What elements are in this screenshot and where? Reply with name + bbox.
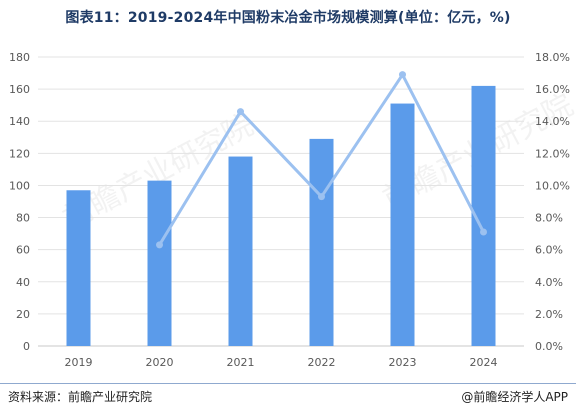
- point-2023: [399, 71, 406, 79]
- point-2021: [237, 108, 244, 116]
- y-left-tick-label: 120: [9, 147, 30, 160]
- y-axis-right: 0.0% 2.0% 4.0% 6.0% 8.0% 10.0% 12.0% 14.0% 16.0%…: [535, 51, 570, 353]
- y-right-tick-label: 4.0%: [535, 276, 563, 289]
- y-left-tick-label: 0: [23, 340, 30, 353]
- y-right-tick-label: 10.0%: [535, 179, 570, 192]
- y-right-tick-label: 18.0%: [535, 51, 570, 64]
- bar-2022: [309, 138, 334, 346]
- x-tick-label: 2024: [470, 356, 498, 369]
- source-note: 资料来源：前瞻产业研究院: [8, 390, 153, 404]
- y-right-tick-label: 6.0%: [535, 244, 563, 257]
- chart-area: 0 20 40 60 80 100 120 140 160 180 0.0% 2.0% 4.0% 6.0…: [9, 51, 570, 369]
- y-left-tick-label: 140: [9, 115, 30, 128]
- y-axis-left: 0 20 40 60 80 100 120 140 160 180: [9, 51, 30, 353]
- y-left-tick-label: 100: [9, 179, 30, 192]
- point-2022: [318, 193, 325, 201]
- footer: 资料来源：前瞻产业研究院 @前瞻经济学人APP: [0, 388, 576, 410]
- y-right-tick-label: 12.0%: [535, 147, 570, 160]
- x-tick-label: 2021: [227, 356, 255, 369]
- line-series: [156, 71, 487, 249]
- brand-credit: @前瞻经济学人APP: [461, 390, 568, 404]
- x-tick-label: 2020: [146, 356, 174, 369]
- bar-2020: [147, 180, 172, 346]
- y-right-tick-label: 0.0%: [535, 340, 563, 353]
- y-left-tick-label: 40: [16, 276, 30, 289]
- y-right-tick-label: 16.0%: [535, 83, 570, 96]
- y-left-tick-label: 20: [16, 308, 30, 321]
- y-right-tick-label: 8.0%: [535, 212, 563, 225]
- x-axis: 2019 2020 2021 2022 2023 2024: [65, 356, 498, 369]
- y-left-tick-label: 80: [16, 212, 30, 225]
- chart-title: 图表11：2019-2024年中国粉末冶金市场规模测算(单位：亿元，%): [65, 10, 511, 26]
- point-2020: [156, 241, 163, 249]
- x-tick-label: 2023: [389, 356, 417, 369]
- bar-2019: [66, 190, 91, 346]
- x-tick-label: 2019: [65, 356, 93, 369]
- bar-2021: [228, 156, 253, 346]
- bar-2023: [390, 103, 415, 346]
- y-right-tick-label: 14.0%: [535, 115, 570, 128]
- footer-divider: [0, 383, 576, 384]
- bar-series: [66, 85, 496, 347]
- y-left-tick-label: 160: [9, 83, 30, 96]
- point-2024: [480, 228, 487, 236]
- gridlines: [38, 56, 524, 347]
- x-tick-label: 2022: [308, 356, 336, 369]
- y-right-tick-label: 2.0%: [535, 308, 563, 321]
- y-left-tick-label: 180: [9, 51, 30, 64]
- y-left-tick-label: 60: [16, 244, 30, 257]
